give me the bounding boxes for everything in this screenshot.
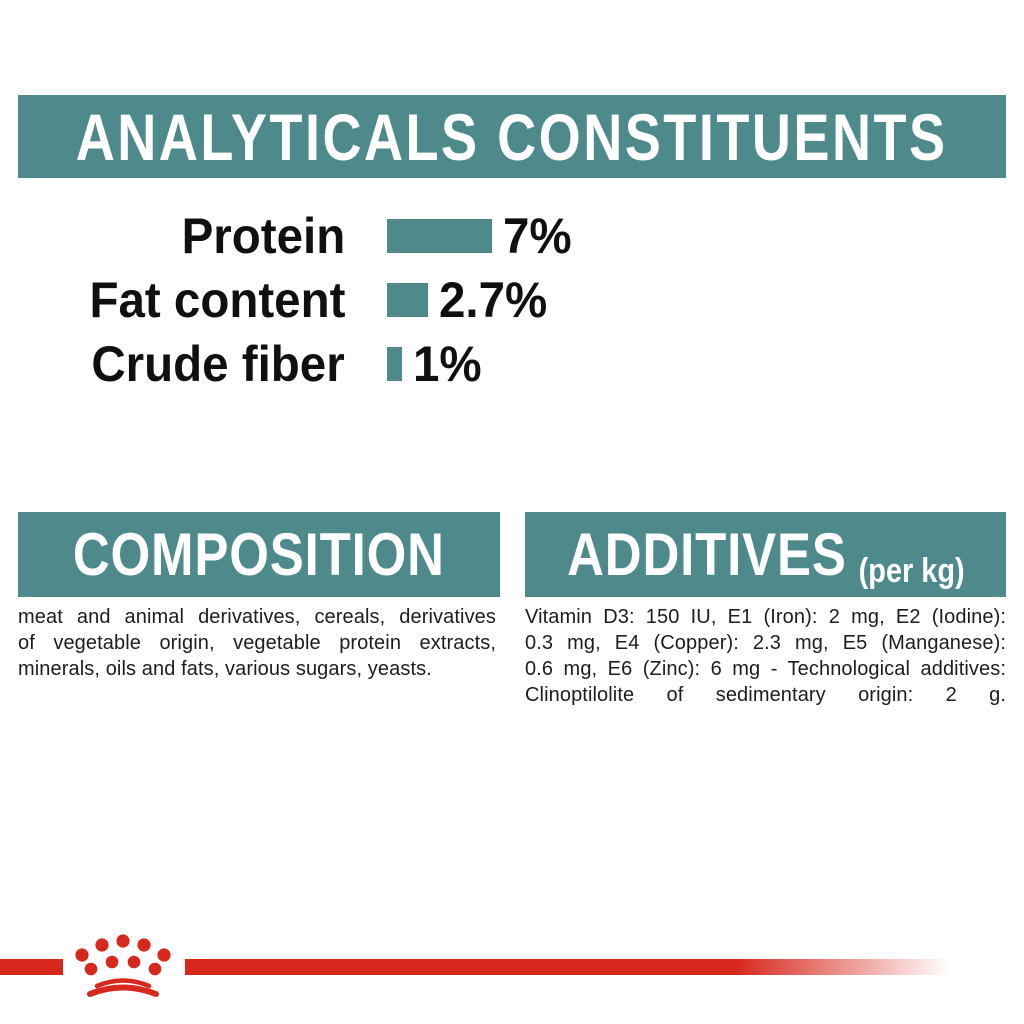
royal-canin-crown-logo (75, 934, 171, 997)
crude-fiber-label: Crude fiber (91, 336, 345, 392)
chart-row-protein: Protein 7% (0, 211, 1024, 261)
protein-label: Protein (181, 208, 345, 264)
crown-dot (137, 938, 151, 952)
composition-text: meat and animal derivatives, cereals, de… (18, 604, 496, 682)
footer-red-rule-right (185, 959, 950, 975)
crown-dot (116, 934, 130, 948)
protein-value: 7% (503, 208, 572, 264)
crown-dot (84, 962, 98, 976)
crown-arc (94, 978, 152, 989)
additives-banner: ADDITIVES (per kg) (525, 512, 1006, 597)
chart-row-crude-fiber: Crude fiber 1% (0, 339, 1024, 389)
fat-content-label: Fat content (89, 272, 345, 328)
additives-title-line: ADDITIVES (per kg) (566, 520, 965, 590)
additives-title: ADDITIVES (566, 521, 847, 588)
composition-banner: COMPOSITION (18, 512, 500, 597)
fat-content-value: 2.7% (438, 272, 547, 328)
additives-text-line: 0.6 mg, E6 (Zinc): 6 mg - Technological … (525, 658, 1006, 680)
crude-fiber-bar (387, 347, 402, 381)
additives-text: Vitamin D3: 150 IU, E1 (Iron): 2 mg, E2 … (525, 604, 1006, 708)
additives-text-line: Vitamin D3: 150 IU, E1 (Iron): 2 mg, E2 … (525, 606, 1006, 628)
chart-row-fat-content: Fat content 2.7% (0, 275, 1024, 325)
footer-red-rule-left (0, 959, 63, 975)
analyticals-constituents-banner: ANALYTICALS CONSTITUENTS (18, 95, 1006, 178)
additives-text-line: 0.3 mg, E4 (Copper): 2.3 mg, E5 (Mangane… (525, 632, 1006, 654)
protein-bar (387, 219, 492, 253)
analyticals-constituents-title: ANALYTICALS CONSTITUENTS (76, 99, 948, 174)
additives-per-kg-label: (per kg) (858, 552, 965, 590)
crude-fiber-value: 1% (413, 336, 482, 392)
composition-text-line: meat and animal derivatives, cereals, de… (18, 606, 496, 628)
additives-text-line: Clinoptilolite of sedimentary origin: 2 … (525, 684, 1006, 706)
crown-dot (95, 938, 109, 952)
crown-dot (75, 948, 89, 962)
composition-title: COMPOSITION (72, 521, 446, 588)
composition-text-line: of vegetable origin, vegetable protein e… (18, 632, 496, 654)
crown-dot (148, 962, 162, 976)
crown-dot (105, 955, 119, 969)
crown-dot (157, 948, 171, 962)
constituents-bar-chart: Protein 7% Fat content 2.7% Crude fiber … (0, 211, 1024, 403)
fat-content-bar (387, 283, 428, 317)
crown-dot (127, 955, 141, 969)
crown-arc (87, 984, 159, 997)
composition-text-line: minerals, oils and fats, various sugars,… (18, 658, 432, 680)
